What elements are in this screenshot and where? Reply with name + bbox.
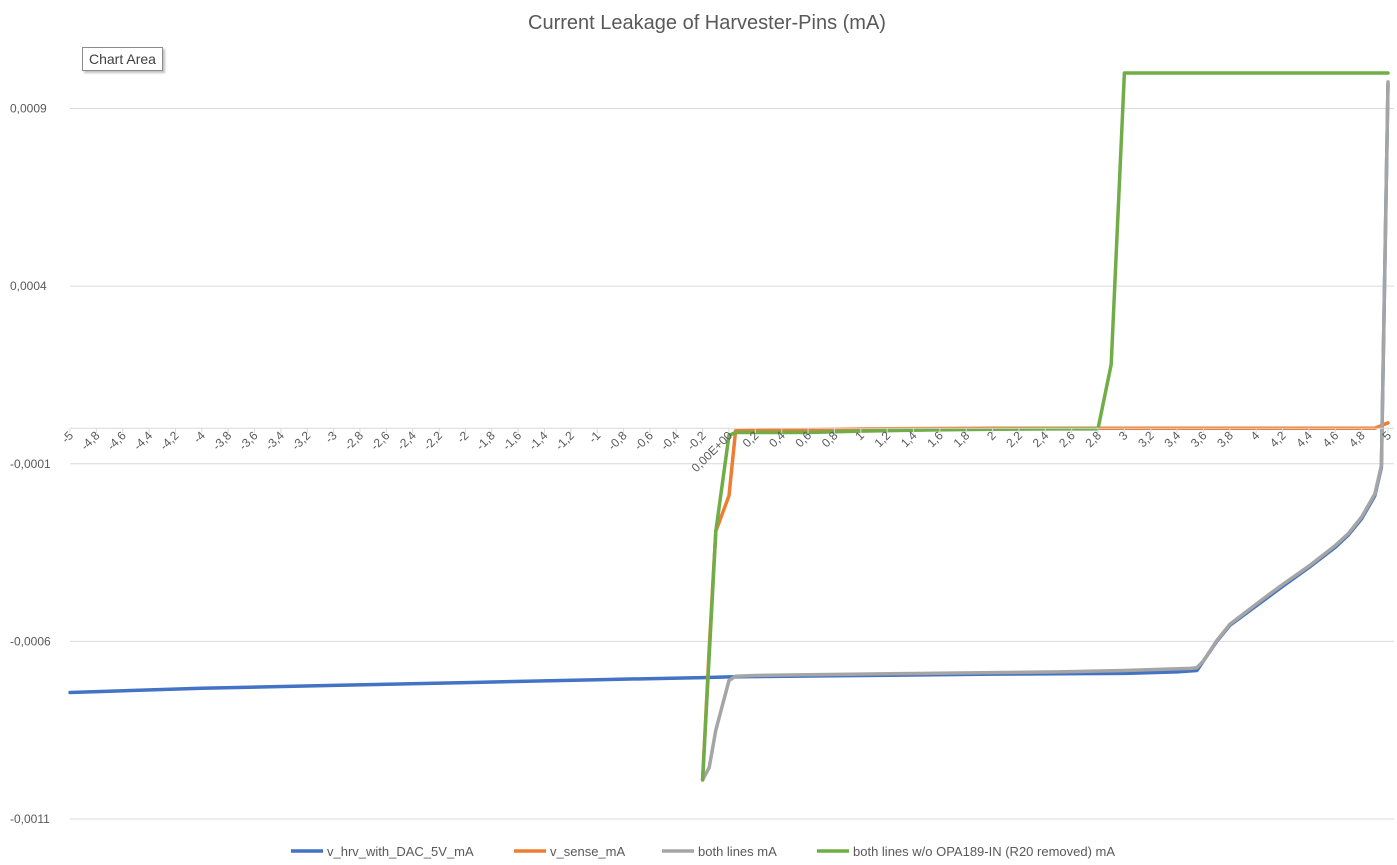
x-tick-label: -3,8 xyxy=(210,428,235,453)
x-tick-label: 2,8 xyxy=(1082,428,1104,450)
x-tick-label: -2,2 xyxy=(421,428,446,453)
x-tick-label: 1,8 xyxy=(951,428,973,450)
x-tick-label: 3 xyxy=(1116,428,1131,443)
chart-title: Current Leakage of Harvester-Pins (mA) xyxy=(528,12,886,34)
x-tick-label: -3,6 xyxy=(236,428,261,453)
y-tick-label: 0,0004 xyxy=(10,279,47,293)
x-tick-label: 4 xyxy=(1248,428,1263,443)
x-tick-label: -4,2 xyxy=(157,428,182,453)
x-tick-label: -0,8 xyxy=(605,428,630,453)
y-tick-label: -0,0001 xyxy=(10,457,51,471)
y-axis-tick-labels: 0,0009 0,0004 -0,0001 -0,0006 -0,0011 xyxy=(10,102,51,826)
x-tick-label: -3,2 xyxy=(289,428,314,453)
x-tick-label: -1 xyxy=(586,428,604,446)
x-tick-label: 2,4 xyxy=(1030,428,1052,450)
x-tick-label: -4,4 xyxy=(131,428,156,453)
x-tick-label: -0,4 xyxy=(658,428,683,453)
x-tick-label: -2 xyxy=(454,428,472,446)
legend-label: v_sense_mA xyxy=(550,844,625,859)
x-tick-label: -2,6 xyxy=(368,428,393,453)
x-tick-label: 2,2 xyxy=(1003,428,1025,450)
legend[interactable]: v_hrv_with_DAC_5V_mA v_sense_mA both lines… xyxy=(291,844,1115,859)
legend-item-1[interactable]: v_hrv_with_DAC_5V_mA xyxy=(291,844,474,859)
y-tick-label: 0,0009 xyxy=(10,102,47,116)
legend-label: both lines mA xyxy=(698,844,777,859)
x-tick-label: -1,4 xyxy=(526,428,551,453)
legend-item-3[interactable]: both lines mA xyxy=(662,844,777,859)
x-tick-label: 3,8 xyxy=(1214,428,1236,450)
x-tick-label: 4,6 xyxy=(1320,428,1342,450)
x-tick-label: -2,8 xyxy=(342,428,367,453)
series-line-2 xyxy=(700,421,1390,782)
x-tick-label: -1,2 xyxy=(552,428,577,453)
x-tick-label: -3,4 xyxy=(262,428,287,453)
x-tick-label: -0,6 xyxy=(632,428,657,453)
x-tick-label: -4,8 xyxy=(78,428,103,453)
series-lines xyxy=(68,71,1390,782)
y-tick-label: -0,0006 xyxy=(10,634,51,648)
series-line-1 xyxy=(68,81,1390,695)
x-tick-label: -2,4 xyxy=(394,428,419,453)
chart-area-tooltip: Chart Area xyxy=(82,47,163,71)
legend-label: both lines w/o OPA189-IN (R20 removed) m… xyxy=(853,844,1115,859)
y-tick-label: -0,0011 xyxy=(10,812,50,826)
legend-item-4[interactable]: both lines w/o OPA189-IN (R20 removed) m… xyxy=(817,844,1115,859)
legend-label: v_hrv_with_DAC_5V_mA xyxy=(327,844,474,859)
x-tick-label: 4,4 xyxy=(1293,428,1315,450)
x-tick-label: -1,8 xyxy=(473,428,498,453)
x-tick-label: -4 xyxy=(190,428,208,446)
x-tick-label: -4,6 xyxy=(104,428,129,453)
x-tick-label: 3,2 xyxy=(1135,428,1157,450)
legend-item-2[interactable]: v_sense_mA xyxy=(514,844,625,859)
x-tick-label: 4,2 xyxy=(1267,428,1289,450)
x-tick-label: -1,6 xyxy=(500,428,525,453)
series-line-3 xyxy=(700,80,1390,782)
x-tick-label: 3,6 xyxy=(1188,428,1210,450)
x-tick-label: 2,6 xyxy=(1056,428,1078,450)
x-tick-label: 3,4 xyxy=(1162,428,1184,450)
x-tick-label: 4,8 xyxy=(1346,428,1368,450)
x-tick-label: -5 xyxy=(59,428,77,446)
x-tick-label: -3 xyxy=(322,428,340,446)
